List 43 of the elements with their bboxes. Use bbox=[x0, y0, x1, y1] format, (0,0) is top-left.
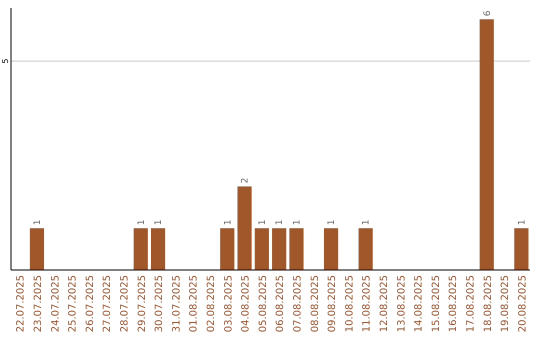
x-tick-label: 13.08.2025 bbox=[396, 275, 408, 332]
x-tick-label: 30.07.2025 bbox=[154, 275, 166, 332]
x-tick-label: 15.08.2025 bbox=[430, 275, 442, 332]
x-tick-label: 16.08.2025 bbox=[448, 275, 460, 332]
x-tick-label: 31.07.2025 bbox=[171, 275, 182, 332]
data-label: 1 bbox=[275, 219, 286, 226]
x-tick-label: 10.08.2025 bbox=[344, 275, 356, 332]
x-tick-label: 05.08.2025 bbox=[258, 275, 269, 332]
x-tick-label: 19.08.2025 bbox=[500, 275, 512, 332]
data-label: 1 bbox=[136, 219, 147, 226]
x-tick-label: 27.07.2025 bbox=[102, 275, 114, 332]
x-tick-label: 25.07.2025 bbox=[68, 275, 79, 332]
x-tick-label: 24.07.2025 bbox=[50, 275, 62, 332]
data-label: 1 bbox=[258, 219, 268, 226]
data-label: 1 bbox=[32, 219, 43, 226]
x-tick-label: 29.07.2025 bbox=[136, 275, 148, 332]
x-tick-label: 12.08.2025 bbox=[378, 275, 390, 332]
data-label: 1 bbox=[292, 219, 302, 226]
x-tick-label: 04.08.2025 bbox=[240, 275, 252, 332]
x-tick-label: 14.08.2025 bbox=[414, 275, 425, 332]
x-tick-label: 08.08.2025 bbox=[310, 275, 321, 332]
x-tick-label: 03.08.2025 bbox=[223, 275, 234, 332]
x-tick-label: 02.08.2025 bbox=[206, 275, 217, 332]
x-tick-label: 26.07.2025 bbox=[84, 275, 96, 332]
x-tick-label: 28.07.2025 bbox=[119, 275, 130, 332]
x-tick-label: 23.07.2025 bbox=[32, 275, 44, 332]
y-tick-label: 5 bbox=[1, 58, 10, 64]
x-tick-label: 18.08.2025 bbox=[482, 275, 494, 332]
x-tick-label: 07.08.2025 bbox=[292, 275, 304, 332]
x-tick-label: 09.08.2025 bbox=[327, 275, 338, 332]
data-label: 6 bbox=[482, 10, 493, 16]
x-tick-label: 01.08.2025 bbox=[188, 275, 200, 332]
data-label: 1 bbox=[327, 219, 338, 226]
data-label: 1 bbox=[517, 219, 528, 226]
data-label: 1 bbox=[223, 219, 234, 226]
x-tick-label: 06.08.2025 bbox=[275, 275, 286, 332]
data-label: 1 bbox=[154, 219, 164, 226]
x-tick-label: 22.07.2025 bbox=[16, 275, 27, 332]
data-label: 1 bbox=[362, 219, 372, 226]
x-tick-label: 11.08.2025 bbox=[362, 275, 373, 332]
x-tick-label: 17.08.2025 bbox=[465, 275, 476, 332]
data-label: 2 bbox=[240, 178, 251, 184]
x-tick-label: 20.08.2025 bbox=[517, 275, 528, 332]
